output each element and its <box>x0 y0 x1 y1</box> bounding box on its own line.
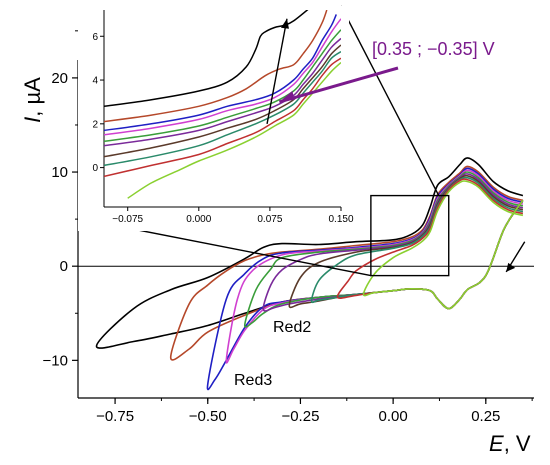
inset-y-tick-label: 0 <box>92 163 98 174</box>
inset-chart: −0.075 0.000 0.075 0.150 0 2 4 6 <box>78 6 399 231</box>
x-tick-label: 0.00 <box>379 408 408 425</box>
zoom-indicator <box>101 5 450 277</box>
y-axis-label: I, µA <box>20 77 45 123</box>
inset-series-line-9 <box>104 57 341 178</box>
scan-range-label: [0.35 ; −0.35] V <box>372 39 495 59</box>
inset-series-line-3 <box>104 14 337 132</box>
y-axis-unit: , µA <box>20 77 45 117</box>
inset-background <box>78 6 349 231</box>
inset-x-tick-label: 0.075 <box>257 214 282 225</box>
range-pointer-arrow <box>278 66 399 104</box>
inset-series-line-4 <box>104 18 341 136</box>
x-tick-label: −0.25 <box>281 408 319 425</box>
trend-arrowhead <box>280 18 289 29</box>
inset-series-line-10 <box>127 61 341 199</box>
main-plot-area <box>95 157 526 391</box>
zoom-box <box>370 194 450 277</box>
cv-series-line-10 <box>362 180 524 310</box>
x-axis-var: E <box>489 431 504 456</box>
inset-y-tick-label: 4 <box>92 76 98 87</box>
x-tick-label: −0.50 <box>189 408 227 425</box>
zoom-connector-right <box>340 5 440 196</box>
y-tick-label: 0 <box>60 258 68 275</box>
inset-series-line-5 <box>104 29 341 143</box>
inset-x-tick-label: 0.150 <box>328 214 353 225</box>
inset-y-tick-label: 6 <box>92 32 98 43</box>
y-tick-label: −10 <box>43 352 68 369</box>
y-axis-var: I <box>20 117 45 123</box>
y-tick-label: 10 <box>51 164 68 181</box>
trend-arrow-shaft <box>266 18 288 124</box>
annotation-red2: Red2 <box>273 319 311 336</box>
inset-series-line-2 <box>104 10 328 123</box>
inset-plot-area <box>104 10 341 199</box>
inset-x-tick-label: −0.075 <box>112 214 143 225</box>
range-pointer-arrowhead <box>279 90 295 102</box>
scan-direction-arrowhead <box>506 262 516 272</box>
inset-series-line-7 <box>104 44 341 158</box>
inset-x-tick-label: 0.000 <box>186 214 211 225</box>
x-axis-unit: , V <box>504 431 531 456</box>
x-tick-label: −0.75 <box>96 408 134 425</box>
zoom-connector-left <box>101 222 372 277</box>
inset-series-line-8 <box>104 50 341 167</box>
x-tick-label: 0.25 <box>471 408 500 425</box>
inset-y-tick-label: 2 <box>92 119 98 130</box>
x-axis-label: E, V <box>489 431 531 456</box>
annotation-red3: Red3 <box>234 372 272 389</box>
y-tick-label: 20 <box>51 70 68 87</box>
